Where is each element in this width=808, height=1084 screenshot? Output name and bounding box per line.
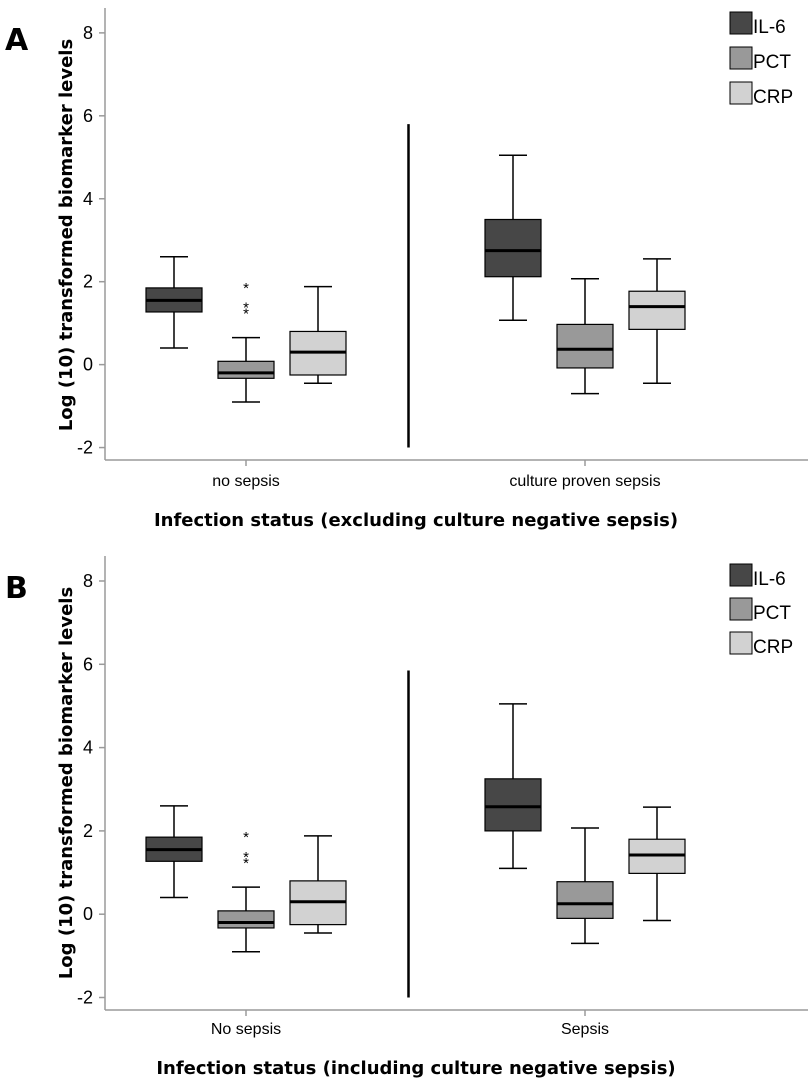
legend-swatch-pct <box>729 597 753 621</box>
category-label-1: Sepsis <box>561 1021 609 1038</box>
legend-label-crp: CRP <box>753 87 793 108</box>
box-pct-1 <box>556 278 614 395</box>
box-pct-0: *** <box>217 829 275 953</box>
y-tick-label: -2 <box>77 438 93 458</box>
box-il6-0 <box>145 805 203 899</box>
y-tick-label: 0 <box>83 904 93 924</box>
category-label-0: No sepsis <box>211 1021 281 1038</box>
outlier-point: * <box>243 299 249 316</box>
iqr-box <box>484 218 542 278</box>
y-tick-label: 2 <box>83 272 93 292</box>
box-crp-1 <box>628 258 686 385</box>
category-label-0: no sepsis <box>212 473 280 490</box>
box-il6-1 <box>484 703 542 870</box>
legend-swatch-crp <box>729 631 753 655</box>
legend-swatch-crp <box>729 81 753 105</box>
y-tick-label: 6 <box>83 106 93 126</box>
legend-swatch-il6 <box>729 11 753 35</box>
iqr-box <box>556 881 614 919</box>
y-tick-label: 2 <box>83 821 93 841</box>
panel-a: A Log (10) transformed biomarker levels … <box>5 8 808 531</box>
y-tick-label: 8 <box>83 23 93 43</box>
outlier-point: * <box>243 855 249 872</box>
outlier-point: * <box>243 280 249 297</box>
iqr-box <box>217 910 275 929</box>
box-pct-1 <box>556 827 614 945</box>
legend-swatch-il6 <box>729 563 753 587</box>
box-crp-0 <box>289 285 347 385</box>
y-tick-label: 6 <box>83 654 93 674</box>
panel-b: B Log (10) transformed biomarker levels … <box>5 556 808 1079</box>
legend-label-crp: CRP <box>753 637 793 658</box>
y-tick-label: 8 <box>83 571 93 591</box>
category-label-1: culture proven sepsis <box>509 473 660 490</box>
iqr-box <box>484 778 542 832</box>
y-tick-label: -2 <box>77 988 93 1008</box>
x-axis-title: Infection status (excluding culture nega… <box>154 510 678 531</box>
panel-label: B <box>5 571 28 606</box>
y-tick-label: 4 <box>83 189 93 209</box>
iqr-box <box>556 323 614 369</box>
panel-label: A <box>5 23 29 58</box>
legend-label-pct: PCT <box>753 603 791 624</box>
y-axis-title: Log (10) transformed biomarker levels <box>56 39 77 431</box>
box-il6-1 <box>484 154 542 322</box>
outlier-point: * <box>243 849 249 866</box>
box-il6-0 <box>145 256 203 349</box>
legend-swatch-pct <box>729 46 753 70</box>
outlier-point: * <box>243 829 249 846</box>
y-tick-label: 0 <box>83 355 93 375</box>
legend: IL-6 PCT CRP <box>729 11 793 108</box>
iqr-box <box>217 360 275 379</box>
y-axis-title: Log (10) transformed biomarker levels <box>56 587 77 979</box>
legend-label-pct: PCT <box>753 52 791 73</box>
y-tick-label: 4 <box>83 738 93 758</box>
iqr-box <box>628 290 686 330</box>
outlier-point: * <box>243 306 249 323</box>
x-axis-title: Infection status (including culture nega… <box>156 1058 675 1079</box>
box-crp-1 <box>628 806 686 922</box>
legend-label-il6: IL-6 <box>753 569 786 590</box>
box-crp-0 <box>289 835 347 934</box>
legend: IL-6 PCT CRP <box>729 563 793 658</box>
legend-label-il6: IL-6 <box>753 17 786 38</box>
box-pct-0: *** <box>217 280 275 403</box>
